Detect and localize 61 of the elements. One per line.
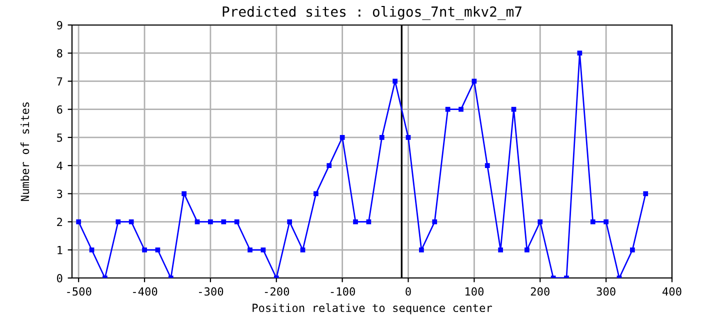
y-axis-title: Number of sites	[20, 102, 30, 201]
point	[142, 247, 147, 252]
point	[419, 247, 424, 252]
chart-title: Predicted sites : oligos_7nt_mkv2_m7	[222, 6, 522, 20]
y-tick-label: 7	[57, 77, 62, 86]
point	[432, 219, 438, 224]
point	[392, 78, 398, 84]
point	[314, 191, 318, 196]
x-tick-label: -400	[133, 287, 158, 296]
point	[472, 78, 477, 84]
point	[340, 135, 345, 140]
point	[445, 106, 450, 112]
x-tick-label: -300	[199, 287, 224, 296]
point	[604, 219, 608, 224]
x-tick-label: -500	[67, 287, 92, 296]
point	[326, 163, 332, 168]
point	[300, 247, 306, 252]
y-tick-label: 2	[57, 218, 62, 226]
point	[155, 247, 160, 252]
point	[221, 219, 226, 224]
point	[76, 219, 82, 224]
point	[577, 50, 582, 56]
y-tick-label: 5	[57, 134, 62, 142]
point	[194, 219, 200, 224]
y-tick-label: 3	[57, 190, 62, 198]
x-tick-label: -100	[330, 287, 355, 296]
point	[511, 106, 516, 112]
point	[116, 219, 121, 224]
point	[630, 247, 635, 252]
x-tick-label: 0	[406, 287, 411, 296]
x-axis-title: Position relative to sequence center	[252, 303, 492, 314]
point	[590, 219, 596, 224]
point	[128, 219, 134, 224]
x-tick-label: 400	[662, 287, 682, 296]
point	[366, 219, 372, 224]
point	[458, 106, 464, 112]
y-tick-label: 1	[58, 246, 62, 254]
point	[353, 219, 358, 224]
point	[260, 247, 266, 252]
point	[498, 247, 503, 252]
point	[287, 219, 292, 224]
point	[379, 135, 384, 140]
x-tick-label: 100	[466, 287, 484, 296]
point	[484, 163, 490, 168]
point	[248, 247, 252, 252]
point	[234, 219, 240, 224]
point	[406, 135, 411, 140]
x-tick-label: -200	[264, 287, 290, 296]
y-tick-label: 0	[57, 274, 62, 282]
y-tick-label: 6	[57, 105, 62, 114]
x-tick-label: 200	[530, 287, 550, 296]
point	[524, 247, 530, 252]
point	[538, 219, 543, 224]
x-tick-label: 300	[596, 287, 616, 296]
y-tick-label: 4	[56, 162, 62, 170]
point	[89, 247, 94, 252]
y-tick-label: 8	[56, 49, 62, 58]
y-tick-label: 9	[56, 21, 62, 30]
point	[643, 191, 648, 196]
point	[208, 219, 213, 224]
point	[182, 191, 187, 196]
